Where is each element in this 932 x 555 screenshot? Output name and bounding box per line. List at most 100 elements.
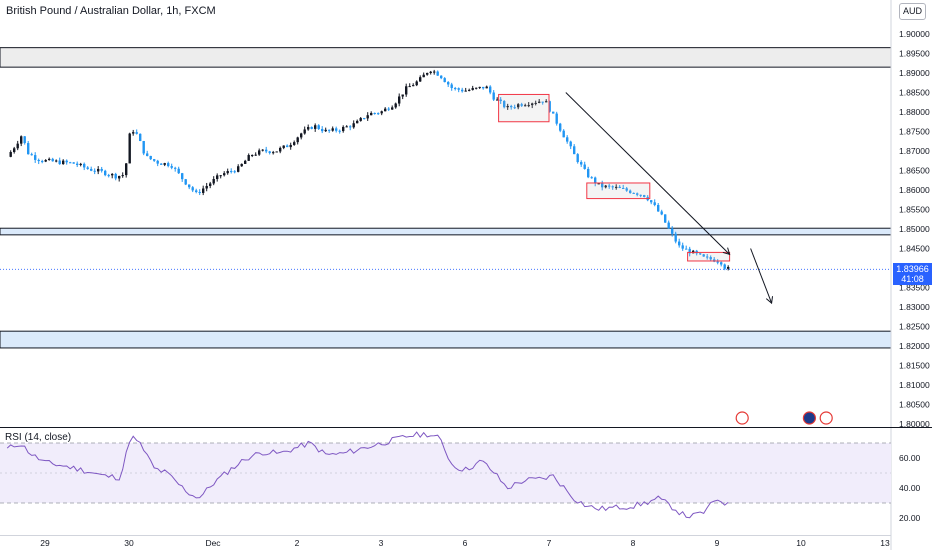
candle-body bbox=[370, 112, 373, 116]
consolidation-box-1[interactable] bbox=[498, 93, 550, 123]
candle-body bbox=[170, 166, 173, 168]
candle-body bbox=[412, 85, 415, 87]
price-tick-label: 1.88500 bbox=[899, 88, 930, 98]
trend-arrow-1[interactable] bbox=[565, 92, 730, 255]
candle-body bbox=[198, 191, 201, 193]
candle-body bbox=[261, 149, 264, 151]
flag-uk-icon[interactable] bbox=[819, 411, 833, 425]
currency-button[interactable]: AUD bbox=[899, 3, 926, 20]
candle-body bbox=[436, 71, 439, 76]
candle-body bbox=[345, 126, 348, 128]
candle-body bbox=[293, 142, 296, 145]
candle-body bbox=[9, 152, 12, 157]
candle-body bbox=[590, 177, 593, 179]
flag-au-icon[interactable] bbox=[802, 411, 817, 425]
candle-body bbox=[632, 192, 635, 194]
rsi-tick-label: 20.00 bbox=[899, 513, 921, 523]
candle-body bbox=[300, 133, 303, 138]
candle-body bbox=[23, 136, 26, 144]
time-tick-label: 9 bbox=[715, 538, 720, 548]
rsi-indicator-label[interactable]: RSI (14, close) bbox=[5, 432, 72, 443]
price-tick-label: 1.90000 bbox=[899, 29, 930, 39]
candle-body bbox=[706, 256, 709, 258]
candle-body bbox=[114, 173, 117, 179]
candle-body bbox=[156, 160, 159, 164]
zone-mid[interactable] bbox=[0, 227, 892, 236]
candle-body bbox=[314, 125, 317, 129]
candle-body bbox=[244, 160, 247, 164]
candle-body bbox=[405, 86, 408, 95]
candle-body bbox=[552, 111, 555, 114]
chart-title: British Pound / Australian Dollar, 1h, F… bbox=[6, 5, 216, 17]
trend-arrow-2[interactable] bbox=[750, 248, 773, 304]
candle-body bbox=[485, 86, 488, 89]
candle-body bbox=[520, 104, 523, 106]
candle-body bbox=[650, 200, 653, 203]
trend-arrow-head-2 bbox=[765, 296, 774, 305]
candle-body bbox=[422, 74, 425, 78]
consolidation-box-2[interactable] bbox=[586, 182, 651, 200]
candle-body bbox=[573, 146, 576, 155]
price-tick-label: 1.88000 bbox=[899, 107, 930, 117]
candle-body bbox=[671, 228, 674, 234]
candle-body bbox=[594, 177, 597, 184]
candle-body bbox=[142, 141, 145, 154]
candle-body bbox=[324, 129, 327, 132]
candle-body bbox=[195, 190, 198, 192]
candle-body bbox=[132, 132, 135, 134]
candle-body bbox=[415, 81, 418, 86]
time-tick-label: 29 bbox=[40, 538, 50, 548]
rsi-line bbox=[6, 431, 729, 519]
candle-body bbox=[100, 168, 103, 171]
candle-body bbox=[51, 158, 54, 162]
time-tick-label: 6 bbox=[463, 538, 468, 548]
candle-body bbox=[240, 163, 243, 167]
candle-body bbox=[681, 245, 684, 249]
candle-body bbox=[660, 211, 663, 215]
candle-body bbox=[41, 161, 44, 163]
candle-body bbox=[587, 168, 590, 178]
candle-body bbox=[513, 107, 516, 109]
candle-body bbox=[69, 162, 72, 164]
flag-uk-icon[interactable] bbox=[735, 411, 749, 425]
candle-body bbox=[328, 129, 331, 131]
candle-body bbox=[247, 155, 250, 161]
candle-body bbox=[139, 133, 142, 142]
candle-body bbox=[20, 136, 23, 144]
zone-demand[interactable] bbox=[0, 330, 892, 349]
candle-body bbox=[107, 175, 110, 177]
candle-body bbox=[72, 162, 75, 164]
candle-body bbox=[160, 163, 163, 165]
candle-body bbox=[716, 261, 719, 263]
candle-body bbox=[219, 175, 222, 177]
candle-body bbox=[226, 171, 229, 174]
candle-body bbox=[727, 267, 730, 269]
consolidation-box-3[interactable] bbox=[687, 251, 731, 262]
candle-body bbox=[398, 96, 401, 104]
candle-body bbox=[657, 204, 660, 212]
candle-body bbox=[279, 147, 282, 152]
candle-body bbox=[188, 184, 191, 188]
candle-body bbox=[618, 186, 621, 188]
candle-body bbox=[254, 154, 257, 156]
candle-body bbox=[251, 154, 254, 156]
candle-body bbox=[569, 141, 572, 147]
candle-body bbox=[604, 185, 607, 188]
candle-body bbox=[167, 163, 170, 167]
price-tick-label: 1.86000 bbox=[899, 185, 930, 195]
candle-body bbox=[555, 113, 558, 124]
candle-body bbox=[475, 87, 478, 89]
candle-body bbox=[146, 153, 149, 156]
candle-body bbox=[233, 171, 236, 173]
zone-supply[interactable] bbox=[0, 47, 892, 68]
candle-body bbox=[363, 118, 366, 120]
candle-body bbox=[492, 92, 495, 100]
candle-body bbox=[205, 185, 208, 189]
candle-body bbox=[720, 262, 723, 265]
candle-body bbox=[97, 168, 100, 172]
candle-body bbox=[118, 175, 121, 179]
price-tick-label: 1.85000 bbox=[899, 224, 930, 234]
candle-body bbox=[104, 170, 107, 176]
